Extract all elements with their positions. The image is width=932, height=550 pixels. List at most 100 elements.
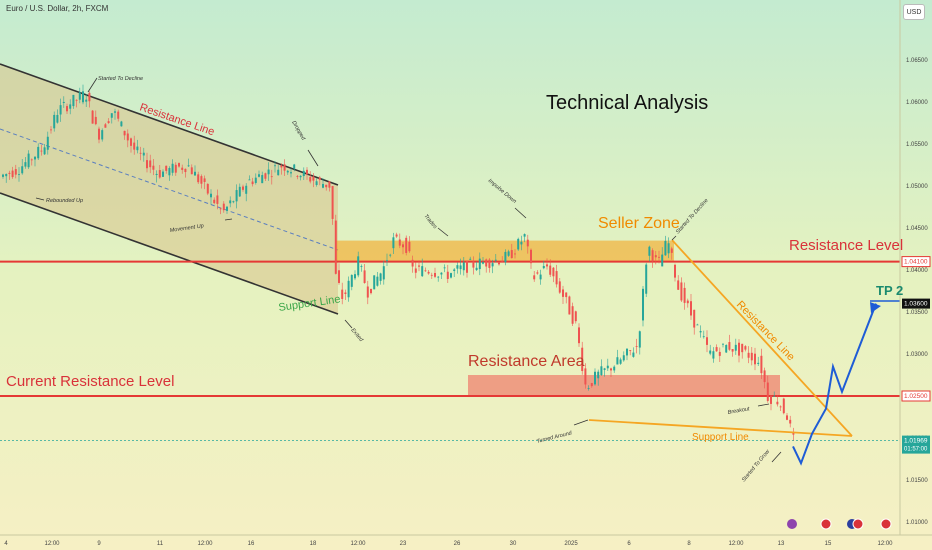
candle-body <box>466 261 468 273</box>
candle-body <box>318 177 321 180</box>
candle-body <box>683 287 686 303</box>
candle-body <box>302 170 305 177</box>
candle-body <box>408 241 411 252</box>
currency-button[interactable]: USD <box>903 4 925 20</box>
candle-body <box>600 366 603 376</box>
candle-body <box>514 253 516 255</box>
candle-body <box>632 352 635 357</box>
candle-body <box>373 275 376 290</box>
candle-body <box>475 267 478 271</box>
candle-body <box>734 344 737 351</box>
candle-body <box>14 169 17 175</box>
candle-body <box>344 292 347 295</box>
candle-body <box>786 415 788 420</box>
candle-body <box>459 265 462 270</box>
candle-body <box>283 164 286 171</box>
candle-body <box>270 176 273 178</box>
candle-body <box>699 331 702 333</box>
candle-body <box>418 265 420 267</box>
candle-body <box>110 113 113 118</box>
candle-body <box>773 395 776 397</box>
candle-body <box>405 237 408 253</box>
candle-body <box>88 92 91 102</box>
triangle-resistance-label: Resistance Line <box>734 299 797 364</box>
lightning-icon[interactable] <box>787 519 797 529</box>
candle-body <box>274 165 276 167</box>
candle-body <box>325 184 328 188</box>
candle-body <box>664 240 667 256</box>
candle-body <box>264 173 267 179</box>
candle-body <box>763 370 766 383</box>
us-flag-icon[interactable] <box>820 518 832 530</box>
note-breakout: Breakout <box>727 406 750 416</box>
candle-body <box>107 121 110 124</box>
candle-body <box>328 181 331 188</box>
candle-body <box>754 353 756 365</box>
candle-body <box>248 179 251 181</box>
candle-body <box>613 366 616 371</box>
candle-body <box>331 186 334 219</box>
candle-body <box>181 167 184 170</box>
time-tick-label: 26 <box>454 541 461 547</box>
descending-channel <box>0 64 338 314</box>
candle-body <box>24 162 27 167</box>
candle-body <box>571 306 574 324</box>
candle-body <box>789 419 792 424</box>
price-tick-label: 1.06500 <box>906 58 928 64</box>
candle-body <box>146 160 148 169</box>
seller-zone-label: Seller Zone <box>598 215 680 232</box>
candle-body <box>91 110 94 124</box>
candle-body <box>568 296 571 315</box>
triangle-support-line <box>588 419 853 437</box>
candle-body <box>690 301 692 316</box>
us-flag-icon-2[interactable] <box>852 518 864 530</box>
candle-body <box>210 193 212 198</box>
candle-body <box>286 170 289 173</box>
candle-body <box>667 243 670 254</box>
candle-body <box>242 186 244 190</box>
candle-body <box>424 270 427 272</box>
time-tick-label: 15 <box>825 541 832 547</box>
candle-body <box>610 368 612 371</box>
candle-body <box>360 266 363 267</box>
tag-resistance-level: 1.04100 <box>901 256 931 268</box>
candle-body <box>27 153 30 168</box>
candle-body <box>350 274 353 287</box>
candle-body <box>590 383 593 387</box>
candle-body <box>194 171 196 176</box>
candle-body <box>37 146 40 159</box>
candle-body <box>760 355 763 374</box>
projection-path <box>792 303 877 466</box>
us-flag-icon-3[interactable] <box>880 518 892 530</box>
time-tick-label: 12:00 <box>877 541 893 547</box>
candle-body <box>715 347 718 352</box>
candle-body <box>779 406 782 408</box>
candle-body <box>178 163 180 167</box>
candle-body <box>2 174 4 177</box>
candle-body <box>722 343 724 345</box>
candle-body <box>718 351 721 356</box>
candle-body <box>603 368 606 370</box>
candle-body <box>197 174 200 183</box>
price-tick-label: 1.03500 <box>906 310 928 316</box>
candle-body <box>491 263 494 267</box>
candle-body <box>677 280 680 290</box>
candle-body <box>427 271 430 274</box>
candle-body <box>552 267 555 277</box>
candle-body <box>43 147 46 155</box>
chart-title: Technical Analysis <box>546 92 708 114</box>
candle-body <box>258 174 260 177</box>
svg-text:01:57:00: 01:57:00 <box>904 447 928 453</box>
tp2-label: TP 2 <box>876 283 903 298</box>
note-turned-around: Turned Around <box>536 430 573 445</box>
candle-body <box>507 251 510 256</box>
candle-body <box>510 250 513 259</box>
candle-body <box>142 152 145 156</box>
candle-body <box>770 396 772 404</box>
event-icons[interactable] <box>787 518 892 530</box>
candle-body <box>747 352 750 358</box>
candle-body <box>165 165 168 171</box>
candle-body <box>731 349 734 352</box>
candle-body <box>421 266 424 277</box>
